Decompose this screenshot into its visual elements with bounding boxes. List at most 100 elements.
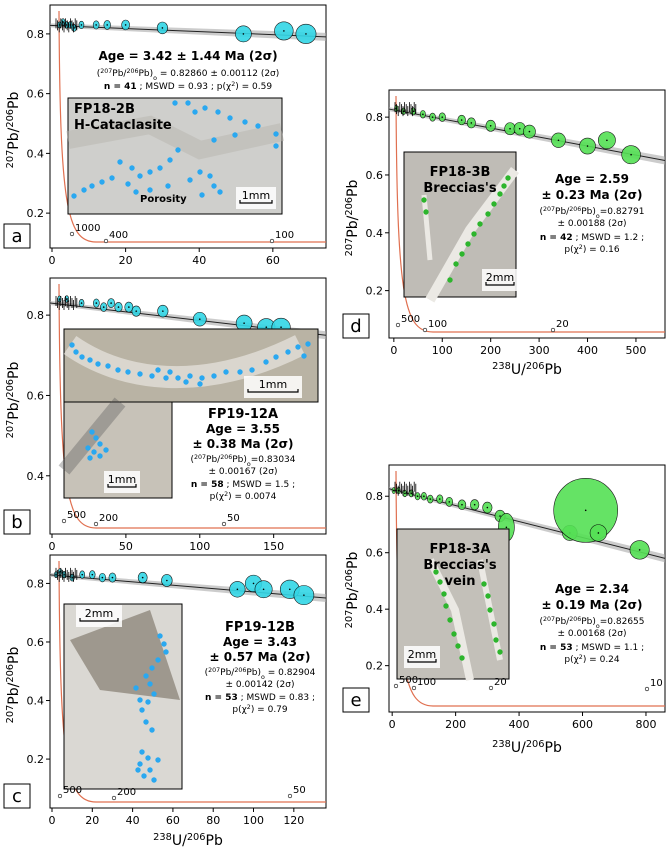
data-centre (584, 509, 587, 512)
x-axis-label-part: U/ (172, 833, 187, 849)
p-value-line-part: ) = 0.24 (583, 655, 620, 665)
pb0-error-line: ± 0.00142 (2σ) (226, 680, 295, 690)
p-value-line-part: p(χ (210, 492, 224, 502)
age-line: Age = 2.34 (555, 582, 629, 596)
analysis-spot (163, 649, 169, 655)
analysis-spot (285, 349, 291, 355)
concordia-age-label: 400 (109, 230, 128, 241)
concordia-age-marker (550, 327, 556, 333)
pb0-line-part: 207 (543, 206, 555, 213)
x-axis-label-part: Pb (545, 740, 562, 756)
analysis-spot (207, 173, 213, 179)
scalebar-label: 2mm (486, 271, 514, 284)
data-centre (95, 302, 98, 304)
data-centre (80, 24, 83, 26)
data-centre (470, 122, 473, 124)
analysis-spot (85, 445, 91, 451)
data-centre (586, 145, 589, 147)
data-centre (110, 302, 112, 304)
n-mswd-line-part: n = 42 (540, 233, 573, 243)
p-value-line-part: p(χ (564, 655, 578, 665)
pb0-line-part: o (596, 213, 600, 220)
photo-texture (70, 610, 180, 700)
analysis-spot (223, 369, 229, 375)
data-centre (597, 532, 600, 534)
data-centre (486, 506, 489, 509)
n-mswd-line: n = 53 ; MSWD = 1.1 ; (540, 643, 644, 653)
y-axis-label-text-part: Pb (345, 180, 361, 197)
age-line: Age = 3.55 (206, 422, 280, 436)
panel-letter-box (3, 223, 31, 249)
analysis-spot (273, 143, 279, 149)
analysis-spot (139, 707, 145, 713)
age-line: Age = 3.42 ± 1.44 Ma (2σ) (98, 49, 277, 63)
data-centre (638, 549, 641, 551)
analysis-spot (79, 354, 85, 360)
analysis-spot (187, 177, 193, 183)
analysis-spot (232, 132, 238, 138)
analysis-spot (105, 363, 111, 369)
pb0-line-part: o (261, 674, 265, 681)
data-centre (473, 503, 476, 506)
photo-texture (421, 194, 433, 261)
analysis-spot (87, 357, 93, 363)
p-value-line-part: 2 (579, 244, 583, 251)
y-tick-label: 0.6 (27, 88, 45, 101)
y-axis-label-text-part: 207 (344, 610, 355, 629)
y-tick-label: 0.8 (27, 577, 45, 590)
concordia-age-marker (644, 686, 650, 692)
y-tick-label: 0.4 (27, 147, 45, 160)
data-centre (166, 579, 168, 582)
analysis-spot (487, 607, 493, 613)
data-centre (161, 27, 164, 29)
x-tick-label: 20 (85, 814, 99, 827)
scalebar-line (239, 200, 273, 204)
p-value-line-part: 2 (247, 704, 251, 711)
data-centre (117, 306, 120, 308)
data-centre (448, 501, 451, 503)
sample-name: FP19-12B (225, 620, 295, 635)
analysis-spot (465, 241, 471, 247)
concordia-age-marker (221, 521, 227, 527)
x-axis-label-part: 238 (492, 361, 511, 372)
data-centre (630, 153, 632, 156)
panel-e: 0 200 400 600 8000.20.40.60.8207Pb/206PbeFP1… (342, 464, 666, 756)
analysis-spot (97, 453, 103, 459)
y-axis-label: 207Pb/206Pb (344, 180, 362, 257)
pb0-line-part: ( (539, 617, 543, 627)
panel-letter: b (11, 512, 22, 533)
pb0-line-part: Pb/ (112, 69, 127, 79)
analysis-spot (185, 100, 191, 106)
analysis-spot (99, 179, 105, 185)
data-centre (416, 495, 419, 498)
x-axis-label-part: Pb (545, 362, 562, 378)
analysis-spot (187, 373, 193, 379)
analysis-spot (305, 341, 311, 347)
pb0-error-line: ± 0.00167 (2σ) (209, 467, 278, 477)
pb0-line-part: o (153, 75, 157, 82)
y-axis-label-text-part: Pb/ (6, 682, 22, 704)
y-axis-label-text-part: Pb/ (345, 215, 361, 237)
analysis-spot (157, 165, 163, 171)
sample-name: FP19-12A (208, 407, 278, 422)
analysis-spot (165, 183, 171, 189)
pb0-line-part: 207 (543, 616, 555, 623)
panel-letter: a (11, 226, 22, 247)
pb0-line-part: 206 (569, 206, 581, 213)
data-centre (557, 139, 560, 142)
sample-name: FP18-2B (74, 102, 135, 117)
age-line: Age = 3.43 (223, 635, 297, 649)
data-centre (91, 573, 94, 576)
analysis-spot (143, 673, 149, 679)
concordia-age-marker (393, 683, 399, 689)
data-centre (262, 588, 265, 591)
pb0-line-part: = 0.82860 ± 0.00112 (2σ) (157, 69, 279, 79)
analysis-spot (137, 697, 143, 703)
data-centre (58, 298, 61, 300)
analysis-spot (437, 579, 443, 585)
analysis-spot (135, 767, 141, 773)
x-tick-label: 800 (635, 718, 656, 731)
y-axis-label: 207Pb/206Pb (5, 362, 23, 439)
x-axis-label-part: U/ (511, 362, 526, 378)
